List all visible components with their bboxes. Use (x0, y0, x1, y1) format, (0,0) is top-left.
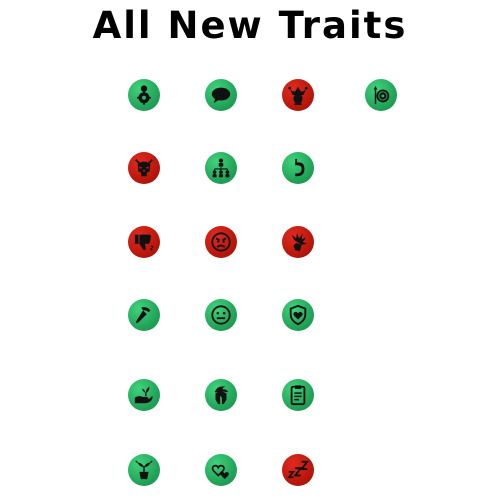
sleep-icon (287, 460, 309, 479)
clipboard-icon (290, 385, 306, 406)
jester-icon (288, 86, 308, 106)
spear-shield-icon (373, 85, 390, 105)
hammer-icon (135, 307, 151, 324)
trait-13[interactable] (128, 379, 160, 411)
trait-7[interactable] (128, 226, 160, 258)
neutral-face-icon (211, 305, 231, 325)
hearts-icon (211, 464, 229, 480)
gardening-icon (134, 386, 153, 404)
spartan-helmet-icon (214, 386, 229, 405)
stomach-icon (295, 158, 305, 177)
trait-15[interactable] (282, 379, 314, 411)
trait-2[interactable] (282, 79, 314, 111)
plant-pot-icon (135, 460, 153, 480)
trait-12[interactable] (282, 299, 314, 331)
hierarchy-icon (212, 158, 230, 178)
angry-face-icon (211, 232, 231, 252)
trait-18[interactable] (282, 454, 314, 486)
trait-0[interactable] (128, 79, 160, 111)
trait-11[interactable] (205, 299, 237, 331)
page-title: All New Traits (92, 4, 408, 47)
speech-bubble-icon (211, 87, 231, 104)
trait-5[interactable] (205, 152, 237, 184)
trait-17[interactable] (205, 454, 237, 486)
trait-14[interactable] (205, 379, 237, 411)
trait-10[interactable] (128, 299, 160, 331)
person-gear-icon (137, 85, 151, 105)
trait-6[interactable] (282, 152, 314, 184)
trait-4[interactable] (128, 152, 160, 184)
trait-3[interactable] (365, 79, 397, 111)
trait-16[interactable] (128, 454, 160, 486)
breaking-hand-icon (291, 232, 308, 252)
trait-9[interactable] (282, 226, 314, 258)
trait-8[interactable] (205, 226, 237, 258)
demon-skull-icon (135, 159, 153, 177)
trait-1[interactable] (205, 79, 237, 111)
thumbs-down-icon (134, 234, 154, 251)
heart-shield-icon (289, 304, 307, 326)
